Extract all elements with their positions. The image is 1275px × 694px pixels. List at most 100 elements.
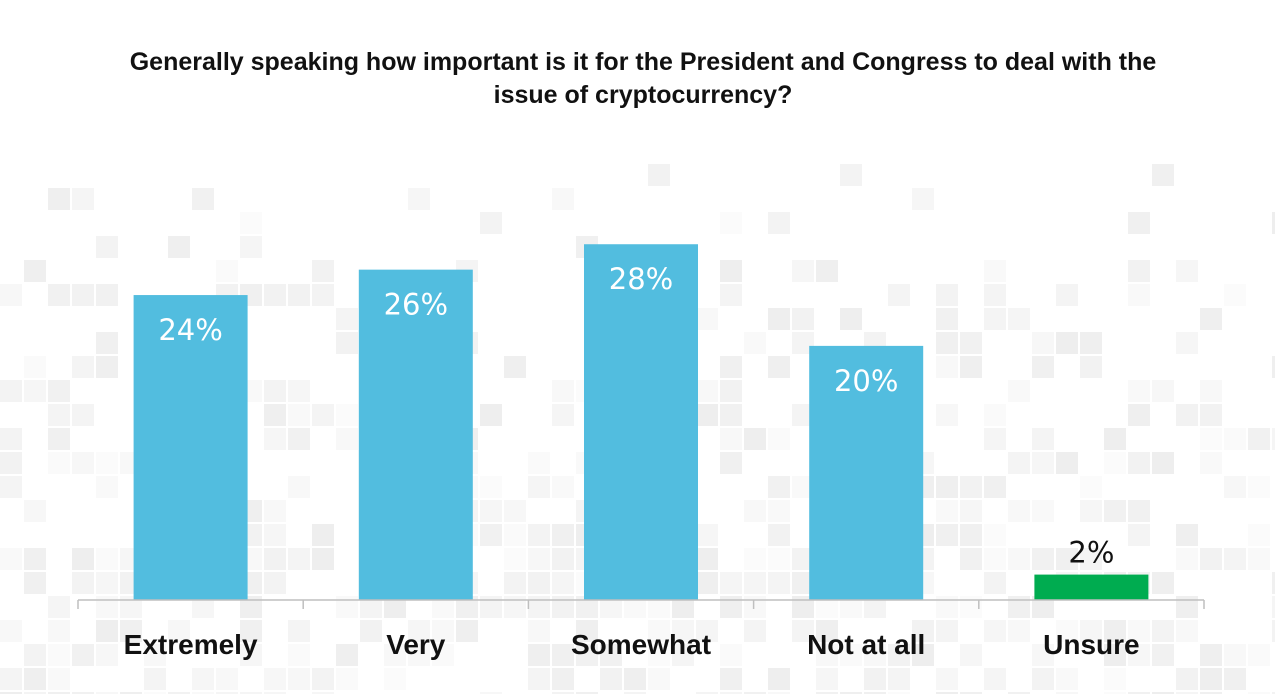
background-pixel	[960, 644, 982, 666]
category-label: Unsure	[1043, 629, 1139, 660]
background-pixel	[1080, 620, 1102, 642]
background-pixel	[1272, 572, 1275, 594]
background-pixel	[552, 380, 574, 402]
background-pixel	[984, 548, 1006, 570]
background-pixel	[504, 524, 526, 546]
background-pixel	[264, 668, 286, 690]
background-pixel	[312, 668, 334, 690]
background-pixel	[1032, 452, 1054, 474]
bar-extremely	[133, 295, 248, 600]
background-pixel	[336, 308, 358, 330]
background-pixel	[456, 596, 478, 618]
background-pixel	[1152, 164, 1174, 186]
background-pixel	[528, 596, 550, 618]
background-pixel	[1176, 548, 1198, 570]
background-pixel	[192, 188, 214, 210]
background-pixel	[1080, 356, 1102, 378]
background-pixel	[552, 524, 574, 546]
background-pixel	[96, 476, 118, 498]
background-pixel	[1272, 428, 1275, 450]
background-pixel	[960, 548, 982, 570]
background-pixel	[48, 644, 70, 666]
background-pixel	[24, 548, 46, 570]
background-pixel	[768, 356, 790, 378]
background-pixel	[336, 668, 358, 690]
background-pixel	[120, 620, 142, 642]
background-pixel	[72, 188, 94, 210]
background-pixel	[96, 236, 118, 258]
background-pixel	[1104, 668, 1126, 690]
background-pixel	[192, 668, 214, 690]
background-pixel	[888, 668, 910, 690]
background-pixel	[72, 452, 94, 474]
background-pixel	[504, 356, 526, 378]
background-pixel	[816, 644, 838, 666]
background-pixel	[96, 356, 118, 378]
background-pixel	[1056, 692, 1078, 694]
background-pixel	[24, 356, 46, 378]
background-pixel	[1104, 644, 1126, 666]
background-pixel	[768, 500, 790, 522]
background-pixel	[1056, 452, 1078, 474]
background-pixel	[912, 188, 934, 210]
background-pixel	[1128, 404, 1150, 426]
background-pixel	[240, 212, 262, 234]
background-pixel	[1032, 356, 1054, 378]
background-pixel	[1152, 380, 1174, 402]
background-pixel	[960, 356, 982, 378]
background-pixel	[888, 692, 910, 694]
background-pixel	[720, 212, 742, 234]
background-pixel	[984, 572, 1006, 594]
background-pixel	[408, 620, 430, 642]
background-pixel	[48, 188, 70, 210]
background-pixel	[792, 260, 814, 282]
background-pixel	[0, 452, 22, 474]
background-pixel	[360, 620, 382, 642]
background-pixel	[264, 380, 286, 402]
background-pixel	[840, 692, 862, 694]
background-pixel	[24, 260, 46, 282]
background-pixel	[744, 332, 766, 354]
category-label: Very	[386, 629, 446, 660]
background-pixel	[312, 260, 334, 282]
background-pixel	[552, 692, 574, 694]
background-pixel	[552, 644, 574, 666]
background-pixel	[1104, 452, 1126, 474]
background-pixel	[1224, 644, 1246, 666]
background-pixel	[816, 692, 838, 694]
background-pixel	[24, 644, 46, 666]
background-pixel	[936, 308, 958, 330]
background-pixel	[1200, 380, 1222, 402]
background-pixel	[1272, 620, 1275, 642]
background-pixel	[144, 644, 166, 666]
background-pixel	[336, 596, 358, 618]
category-label: Extremely	[124, 629, 258, 660]
background-pixel	[816, 596, 838, 618]
background-pixel	[624, 596, 646, 618]
background-pixel	[888, 284, 910, 306]
background-pixel	[432, 644, 454, 666]
background-pixel	[1248, 692, 1270, 694]
background-pixel	[48, 692, 70, 694]
background-pixel	[936, 500, 958, 522]
background-pixel	[1128, 260, 1150, 282]
background-pixel	[1128, 692, 1150, 694]
data-label: 20%	[834, 364, 898, 398]
background-pixel	[1056, 548, 1078, 570]
background-pixel	[24, 572, 46, 594]
background-pixel	[408, 188, 430, 210]
background-pixel	[288, 284, 310, 306]
background-pixel	[600, 668, 622, 690]
background-pixel	[288, 620, 310, 642]
background-pixel	[744, 596, 766, 618]
background-pixel	[72, 548, 94, 570]
background-pixel	[984, 308, 1006, 330]
background-pixel	[792, 548, 814, 570]
background-pixel	[120, 692, 142, 694]
background-pixel	[1248, 548, 1270, 570]
background-pixel	[24, 380, 46, 402]
background-pixel	[744, 548, 766, 570]
category-label: Somewhat	[571, 629, 711, 660]
background-pixel	[1032, 644, 1054, 666]
